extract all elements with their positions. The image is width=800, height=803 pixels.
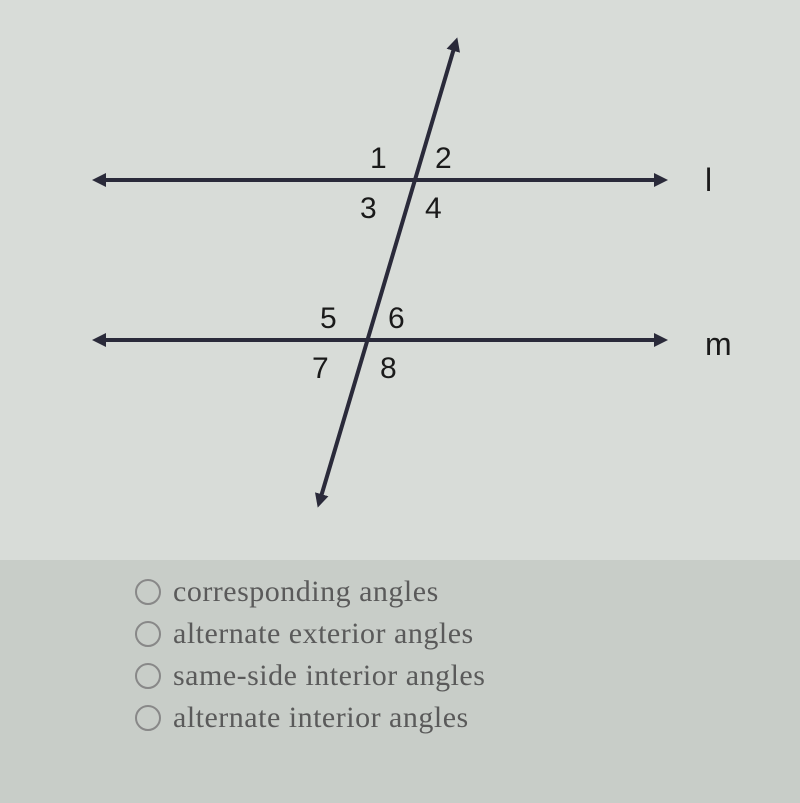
angle-label-3: 3 [360, 192, 377, 226]
option-label: corresponding angles [173, 575, 439, 609]
angle-label-2: 2 [435, 142, 452, 176]
angle-label-7: 7 [312, 352, 329, 386]
option-row[interactable]: same-side interior angles [135, 659, 695, 693]
option-label: same-side interior angles [173, 659, 485, 693]
line-transversal [320, 45, 455, 500]
option-row[interactable]: alternate interior angles [135, 701, 695, 735]
options-list: corresponding angles alternate exterior … [135, 575, 695, 743]
angle-label-8: 8 [380, 352, 397, 386]
diagram-background: 1 2 3 4 5 6 7 8 l m [0, 0, 800, 560]
radio-icon[interactable] [135, 663, 161, 689]
angle-label-1: 1 [370, 142, 387, 176]
line-label-m: m [705, 326, 732, 363]
radio-icon[interactable] [135, 621, 161, 647]
option-label: alternate exterior angles [173, 617, 474, 651]
radio-icon[interactable] [135, 579, 161, 605]
option-row[interactable]: corresponding angles [135, 575, 695, 609]
angle-label-6: 6 [388, 302, 405, 336]
line-label-l: l [705, 162, 712, 199]
option-label: alternate interior angles [173, 701, 469, 735]
angle-label-5: 5 [320, 302, 337, 336]
diagram-inner: 1 2 3 4 5 6 7 8 l m [60, 30, 740, 530]
option-row[interactable]: alternate exterior angles [135, 617, 695, 651]
transversal-diagram [60, 30, 740, 530]
angle-label-4: 4 [425, 192, 442, 226]
radio-icon[interactable] [135, 705, 161, 731]
